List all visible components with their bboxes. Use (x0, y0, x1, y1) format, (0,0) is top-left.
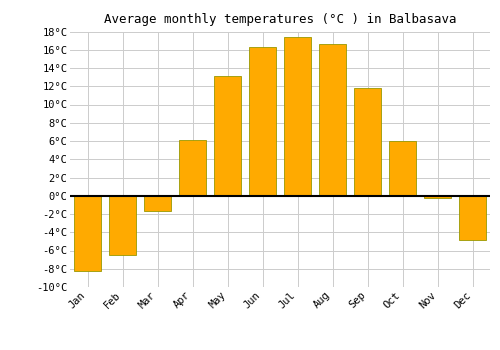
Bar (144, 196, 171, 211)
Bar (424, 196, 450, 197)
Bar (250, 47, 276, 196)
Bar (284, 37, 310, 196)
Bar (320, 44, 345, 196)
Bar (460, 196, 485, 239)
Bar (390, 141, 415, 196)
Bar (354, 88, 380, 196)
Bar (214, 76, 240, 196)
Bar (110, 196, 136, 255)
Bar (180, 140, 206, 196)
Bar (74, 196, 101, 271)
Title: Average monthly temperatures (°C ) in Balbasava: Average monthly temperatures (°C ) in Ba… (104, 13, 456, 26)
